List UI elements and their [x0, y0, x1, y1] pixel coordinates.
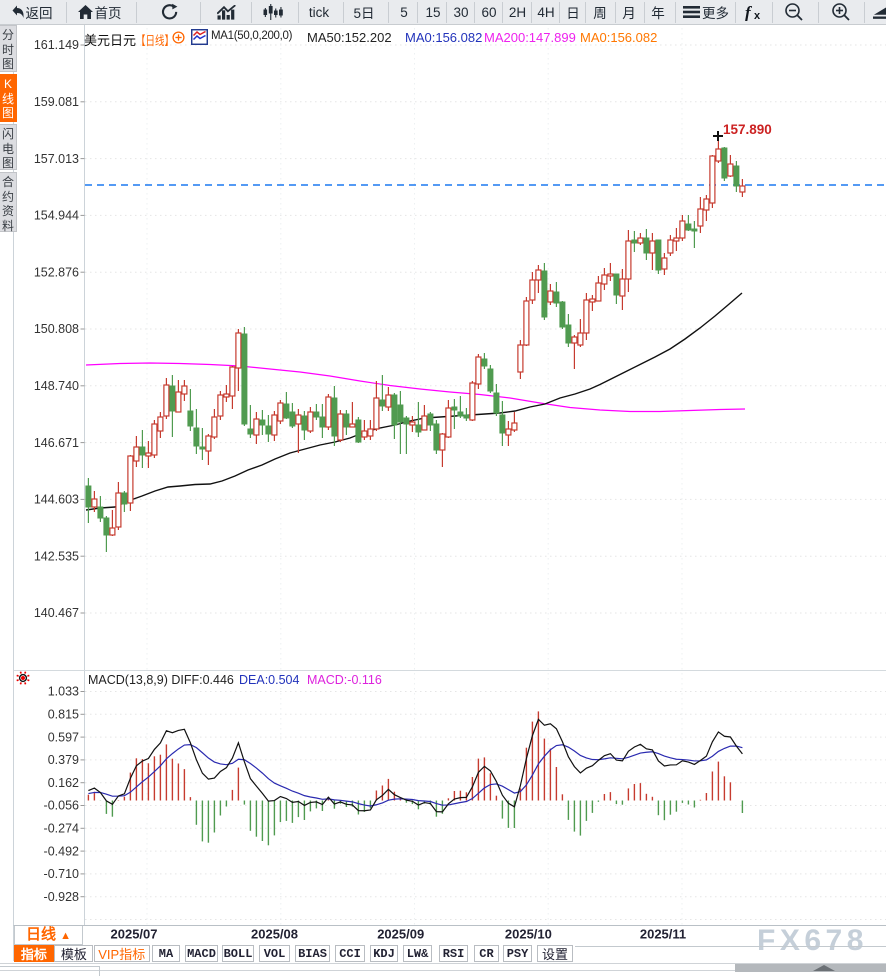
- svg-text:150.808: 150.808: [34, 322, 79, 336]
- svg-text:-0.928: -0.928: [44, 890, 79, 904]
- svg-text:0.162: 0.162: [48, 776, 79, 790]
- svg-text:1.033: 1.033: [48, 685, 79, 699]
- svg-text:157.013: 157.013: [34, 152, 79, 166]
- svg-text:0.815: 0.815: [48, 708, 79, 722]
- svg-text:161.149: 161.149: [34, 38, 79, 52]
- svg-text:140.467: 140.467: [34, 606, 79, 620]
- svg-text:152.876: 152.876: [34, 265, 79, 279]
- svg-text:159.081: 159.081: [34, 95, 79, 109]
- svg-text:146.671: 146.671: [34, 436, 79, 450]
- svg-text:-0.710: -0.710: [44, 867, 79, 881]
- svg-text:2025/11: 2025/11: [640, 927, 686, 942]
- svg-text:148.740: 148.740: [34, 379, 79, 393]
- svg-text:142.535: 142.535: [34, 549, 79, 563]
- svg-text:-0.274: -0.274: [44, 822, 79, 836]
- svg-text:2025/07: 2025/07: [111, 927, 158, 942]
- svg-text:144.603: 144.603: [34, 493, 79, 507]
- svg-text:2025/09: 2025/09: [377, 927, 424, 942]
- svg-text:0.379: 0.379: [48, 753, 79, 767]
- svg-text:FX678: FX678: [757, 924, 868, 957]
- svg-text:-0.492: -0.492: [44, 844, 79, 858]
- svg-text:0.597: 0.597: [48, 730, 79, 744]
- svg-text:f: f: [745, 4, 753, 21]
- svg-text:-0.056: -0.056: [44, 799, 79, 813]
- svg-text:154.944: 154.944: [34, 209, 79, 223]
- svg-text:2025/08: 2025/08: [251, 927, 298, 942]
- svg-text:x: x: [754, 10, 761, 21]
- svg-text:2025/10: 2025/10: [505, 927, 552, 942]
- svg-text:157.890: 157.890: [723, 122, 772, 137]
